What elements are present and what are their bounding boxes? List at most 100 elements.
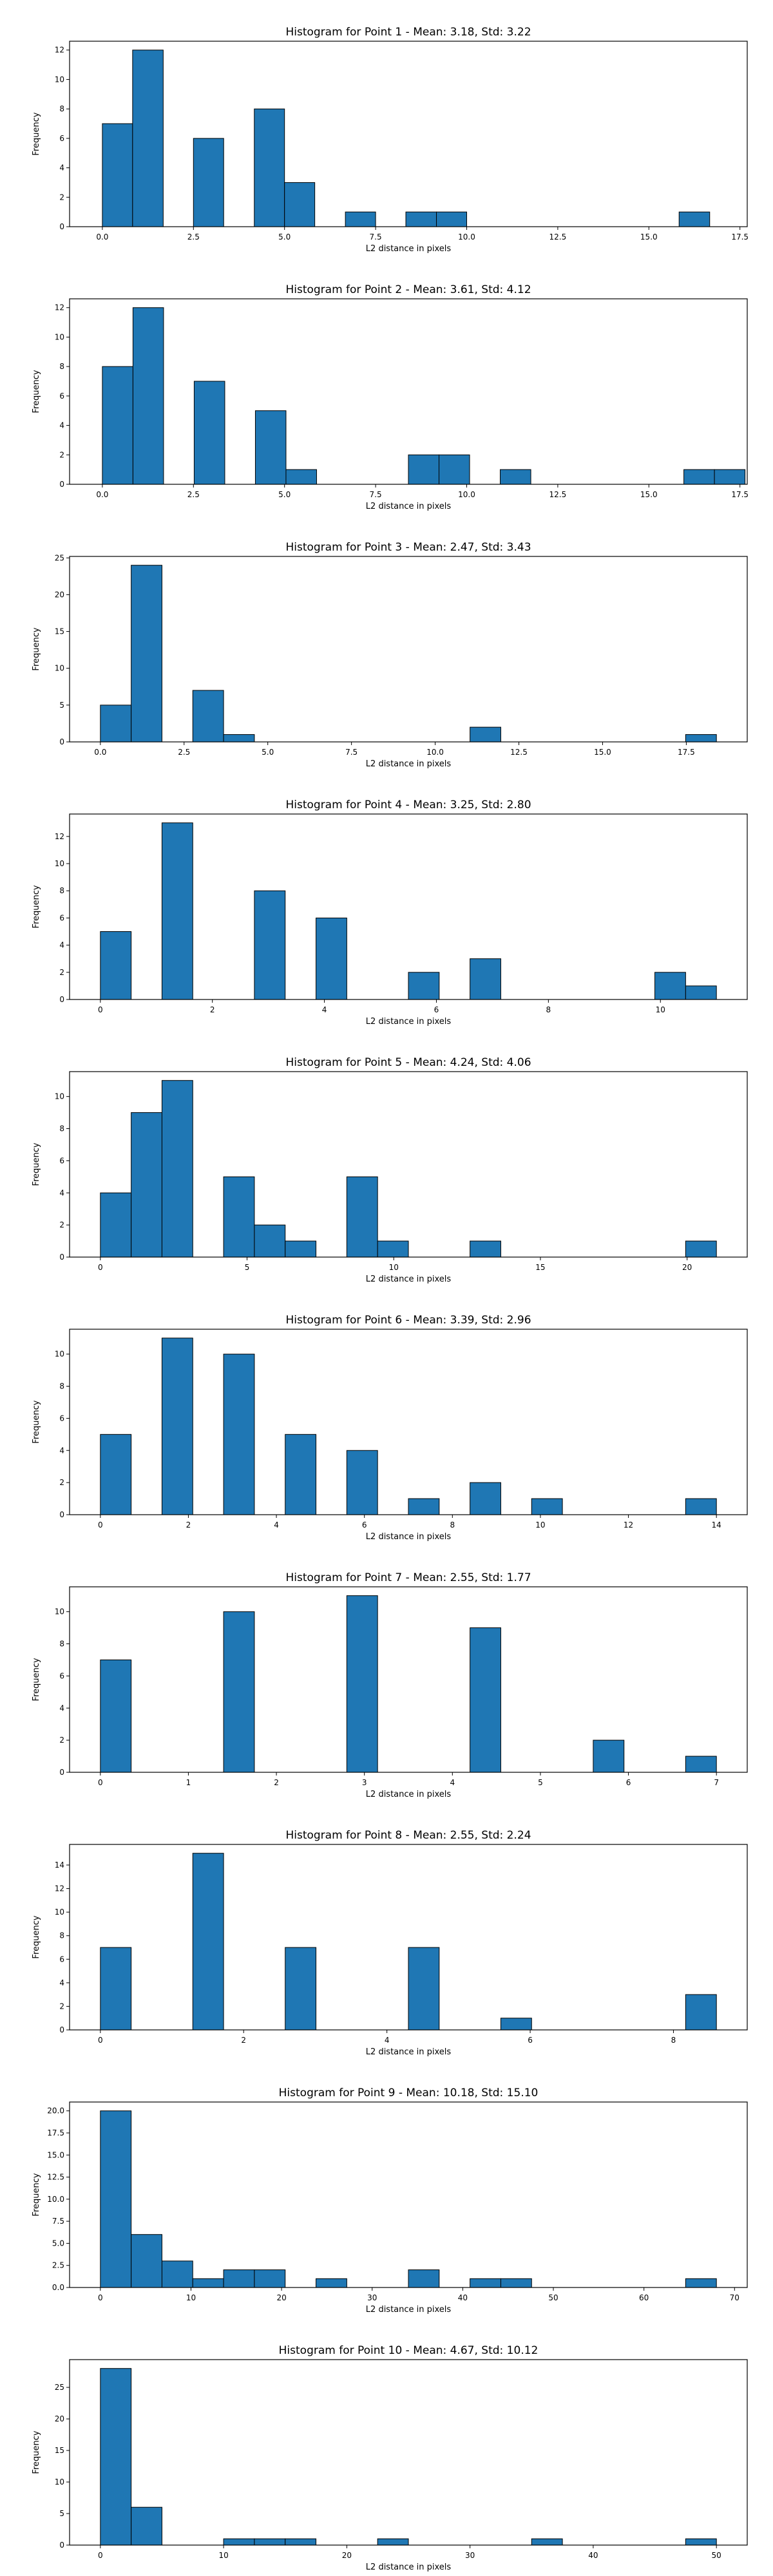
histogram-bar-5-1 bbox=[100, 1192, 132, 1258]
y-tick-label-8-8: 14 bbox=[55, 1861, 64, 1870]
x-tick-label-3-7: 15.0 bbox=[594, 748, 611, 757]
y-tick-label-6-3: 4 bbox=[59, 1446, 64, 1455]
histogram-bar-9-11 bbox=[685, 2278, 717, 2288]
x-tick-label-3-3: 5.0 bbox=[262, 748, 274, 757]
histogram-bar-3-3 bbox=[192, 690, 224, 743]
y-tick-label-7-6: 10 bbox=[55, 1607, 64, 1616]
y-tick-label-5-6: 10 bbox=[55, 1092, 64, 1101]
histogram-bar-1-3 bbox=[193, 138, 224, 227]
histogram-bar-9-9 bbox=[470, 2278, 501, 2288]
y-tick-label-5-3: 4 bbox=[59, 1188, 64, 1197]
histogram-bar-9-7 bbox=[316, 2278, 347, 2288]
histogram-bar-9-10 bbox=[500, 2278, 532, 2288]
x-axis-label-8: L2 distance in pixels bbox=[366, 2047, 452, 2057]
x-tick-label-7-1: 0 bbox=[98, 1778, 103, 1787]
x-tick-label-8-4: 6 bbox=[528, 2036, 533, 2045]
y-tick-label-8-6: 10 bbox=[55, 1908, 64, 1917]
y-tick-label-4-4: 6 bbox=[59, 913, 64, 922]
x-axis-label-5: L2 distance in pixels bbox=[366, 1274, 452, 1284]
y-tick-label-4-6: 10 bbox=[55, 859, 64, 868]
histogram-bar-9-8 bbox=[408, 2269, 440, 2288]
subplot-10: 0 10 20 30 40 50 0 5 10 15 20 25 Histogram for Point… bbox=[32, 2344, 748, 2572]
x-tick-label-2-1: 0.0 bbox=[96, 490, 108, 499]
subplot-2: 0.0 2.5 5.0 7.5 10.0 12.5 15.0 17.5 0 2 4 6 8 10 12 His… bbox=[32, 283, 749, 511]
x-tick-label-6-3: 4 bbox=[274, 1520, 279, 1530]
chart-title-7: Histogram for Point 7 - Mean: 2.55, Std:… bbox=[285, 1571, 531, 1584]
y-axis-label-8: Frequency bbox=[32, 1915, 41, 1958]
histogram-bar-6-4 bbox=[285, 1434, 317, 1515]
x-tick-label-6-2: 2 bbox=[186, 1520, 191, 1530]
subplot-1: 0.0 2.5 5.0 7.5 10.0 12.5 15.0 17.5 0 2 4 6 8 10 12 His… bbox=[32, 26, 749, 254]
histogram-bar-2-3 bbox=[193, 381, 225, 485]
y-tick-label-5-1: 0 bbox=[59, 1253, 64, 1262]
x-tick-label-4-4: 6 bbox=[434, 1005, 439, 1014]
y-axis-label-3: Frequency bbox=[32, 627, 41, 670]
y-tick-label-3-6: 25 bbox=[55, 553, 64, 562]
y-tick-label-9-8: 17.5 bbox=[47, 2128, 64, 2137]
y-tick-label-6-2: 2 bbox=[59, 1478, 64, 1487]
y-tick-label-1-3: 4 bbox=[59, 164, 64, 173]
x-tick-label-9-5: 40 bbox=[458, 2293, 468, 2302]
x-tick-label-7-2: 1 bbox=[186, 1778, 191, 1787]
y-tick-label-10-3: 10 bbox=[55, 2477, 64, 2486]
histogram-bar-3-6 bbox=[685, 734, 717, 743]
histogram-bar-1-4 bbox=[254, 108, 285, 227]
y-tick-label-5-5: 8 bbox=[59, 1124, 64, 1133]
x-tick-label-2-4: 7.5 bbox=[370, 490, 382, 499]
histogram-bar-10-1 bbox=[100, 2368, 132, 2546]
axes-frame-9 bbox=[69, 2101, 748, 2288]
y-tick-label-9-3: 5.0 bbox=[52, 2239, 64, 2248]
histogram-bar-1-1 bbox=[102, 123, 133, 227]
histogram-bar-2-4 bbox=[254, 410, 287, 485]
chart-title-6: Histogram for Point 6 - Mean: 3.39, Std:… bbox=[285, 1314, 531, 1327]
y-tick-label-3-1: 0 bbox=[59, 737, 64, 746]
y-tick-label-4-1: 0 bbox=[59, 995, 64, 1004]
axes-frame-2 bbox=[69, 298, 748, 485]
histogram-bar-1-7 bbox=[405, 211, 437, 227]
histogram-bar-7-2 bbox=[223, 1611, 255, 1773]
x-tick-label-6-8: 14 bbox=[712, 1520, 721, 1530]
subplot-7: 0 1 2 3 4 5 6 7 0 2 4 6 8 10 Histogram for Point 7 - M… bbox=[32, 1571, 748, 1799]
histogram-bar-2-1 bbox=[102, 366, 133, 485]
histogram-bar-4-3 bbox=[254, 890, 286, 1000]
histogram-bar-9-1 bbox=[100, 2110, 132, 2288]
chart-title-1: Histogram for Point 1 - Mean: 3.18, Std:… bbox=[285, 26, 531, 39]
x-tick-label-10-5: 40 bbox=[588, 2551, 598, 2560]
histogram-bar-6-9 bbox=[685, 1498, 717, 1515]
histogram-bar-7-6 bbox=[685, 1756, 717, 1773]
x-tick-label-7-3: 2 bbox=[274, 1778, 279, 1787]
x-tick-label-5-3: 10 bbox=[389, 1263, 399, 1272]
axes-frame-5 bbox=[69, 1071, 748, 1258]
x-tick-label-6-7: 12 bbox=[624, 1520, 633, 1530]
y-tick-label-9-2: 2.5 bbox=[52, 2261, 64, 2270]
y-axis-label-10: Frequency bbox=[32, 2430, 41, 2474]
y-tick-label-4-5: 8 bbox=[59, 886, 64, 895]
subplot-3: 0.0 2.5 5.0 7.5 10.0 12.5 15.0 17.5 0 5 10 15 20 25 Hi… bbox=[32, 541, 748, 769]
histogram-bar-5-9 bbox=[470, 1240, 501, 1258]
y-tick-label-2-5: 8 bbox=[59, 362, 64, 371]
x-tick-label-9-8: 70 bbox=[730, 2293, 740, 2302]
y-axis-label-4: Frequency bbox=[32, 885, 41, 928]
x-axis-label-6: L2 distance in pixels bbox=[366, 1532, 452, 1542]
y-tick-label-1-2: 2 bbox=[59, 193, 64, 202]
x-tick-label-5-1: 0 bbox=[98, 1263, 103, 1272]
y-tick-label-2-6: 10 bbox=[55, 332, 64, 341]
histogram-bar-2-8 bbox=[500, 469, 531, 485]
x-tick-label-3-6: 12.5 bbox=[510, 748, 528, 757]
y-tick-label-9-7: 15.0 bbox=[47, 2150, 64, 2159]
histogram-bar-6-5 bbox=[346, 1450, 378, 1515]
y-tick-label-2-3: 4 bbox=[59, 421, 64, 430]
histogram-bar-6-8 bbox=[531, 1498, 563, 1515]
histogram-bar-4-2 bbox=[161, 822, 193, 1000]
histogram-bar-4-5 bbox=[408, 972, 440, 1000]
histogram-bar-8-4 bbox=[408, 1947, 440, 2031]
y-tick-label-1-7: 12 bbox=[55, 46, 64, 55]
x-tick-label-5-4: 15 bbox=[535, 1263, 545, 1272]
histogram-bar-10-8 bbox=[685, 2538, 717, 2546]
x-tick-label-4-1: 0 bbox=[98, 1005, 103, 1014]
x-tick-label-9-7: 60 bbox=[639, 2293, 649, 2302]
histogram-bar-8-6 bbox=[685, 1994, 717, 2031]
y-tick-label-9-4: 7.5 bbox=[52, 2217, 64, 2226]
chart-title-9: Histogram for Point 9 - Mean: 10.18, Std… bbox=[279, 2087, 539, 2099]
histogram-bar-5-8 bbox=[377, 1240, 409, 1258]
